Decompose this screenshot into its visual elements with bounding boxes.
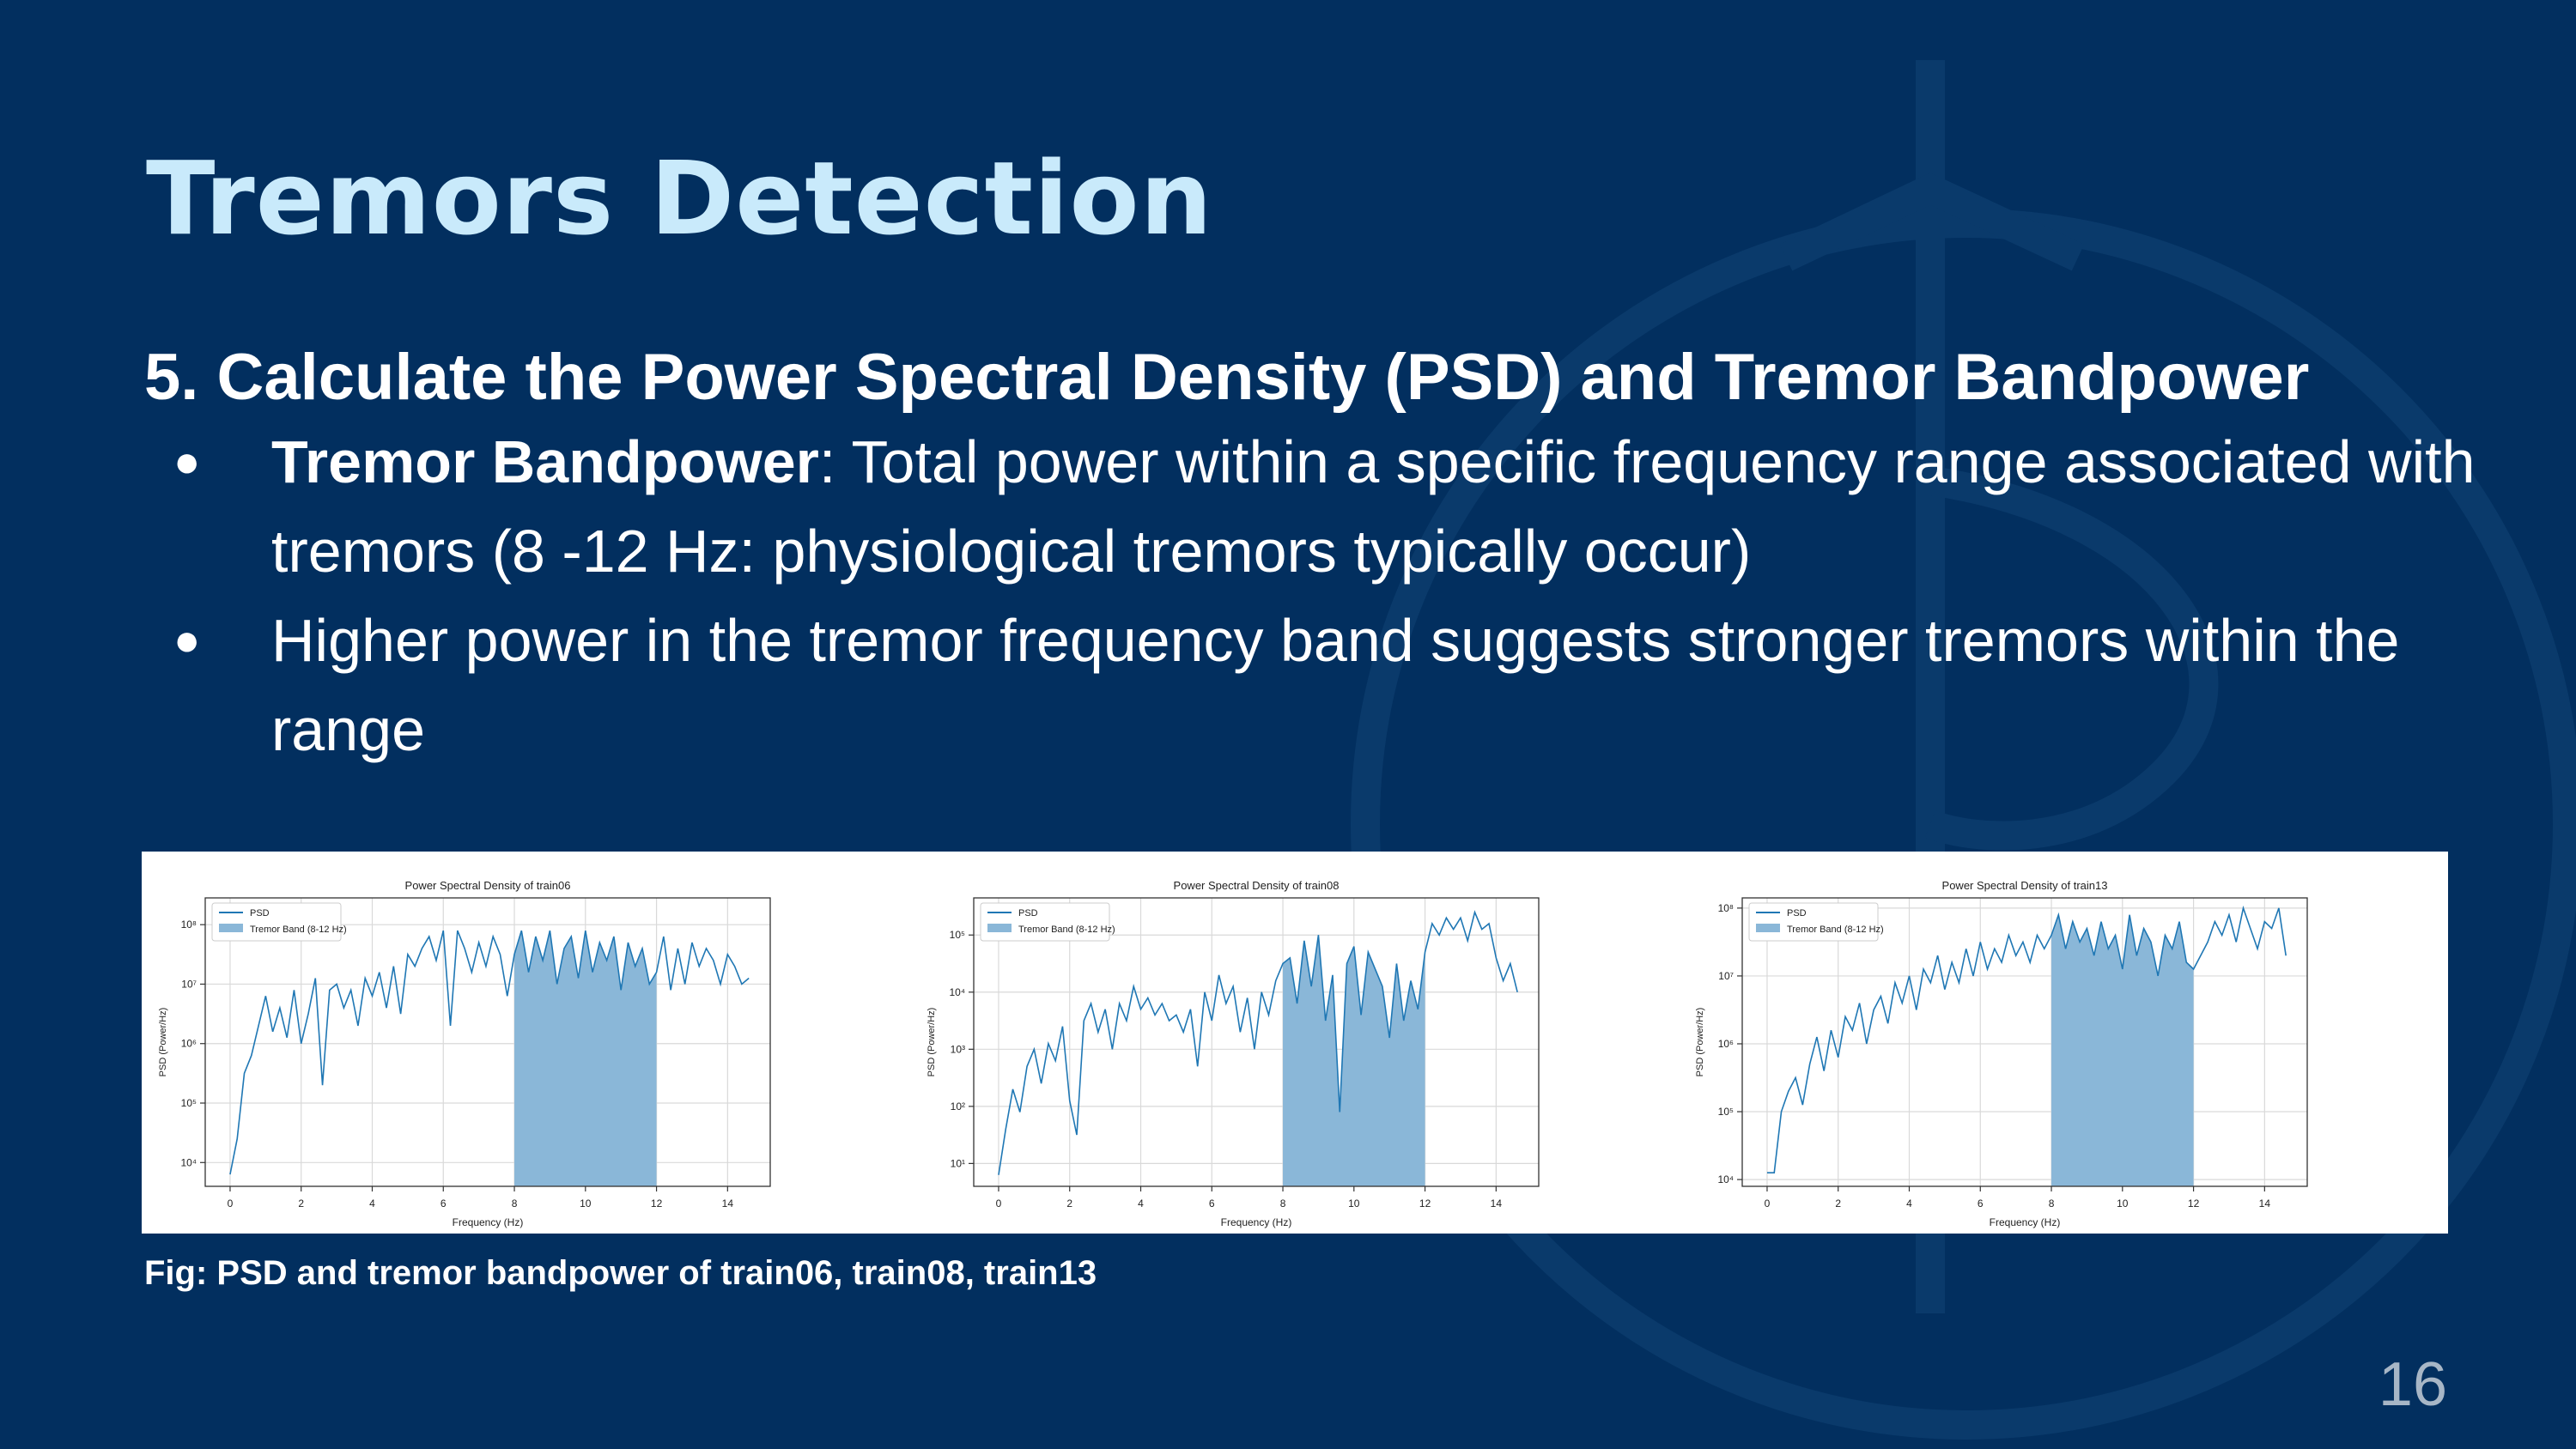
legend-box xyxy=(211,902,342,942)
x-axis-label: Frequency (Hz) xyxy=(1990,1216,2061,1228)
plot-frame xyxy=(204,897,771,1187)
legend-band-swatch xyxy=(987,924,1012,932)
x-tick-label: 8 xyxy=(1280,1197,1286,1210)
x-tick-label: 10 xyxy=(2117,1197,2129,1210)
x-axis-label: Frequency (Hz) xyxy=(453,1216,524,1228)
legend-psd-label: PSD xyxy=(1018,908,1038,919)
x-tick-label: 6 xyxy=(440,1197,447,1210)
chart-title: Power Spectral Density of train13 xyxy=(1942,879,2108,892)
x-tick-label: 14 xyxy=(1491,1197,1503,1210)
y-axis-label: PSD (Power/Hz) xyxy=(158,1008,168,1077)
page-number: 16 xyxy=(2378,1350,2447,1419)
bullet-dot-icon: ● xyxy=(173,437,201,487)
legend-box xyxy=(980,902,1110,942)
bullet-item: ● Higher power in the tremor frequency b… xyxy=(144,596,2480,774)
y-tick-label: 10² xyxy=(951,1100,965,1113)
x-tick-label: 4 xyxy=(1906,1197,1912,1210)
chart-title: Power Spectral Density of train08 xyxy=(1174,879,1340,892)
bullet-text: : Total power within a specific frequenc… xyxy=(271,428,2476,585)
y-tick-label: 10³ xyxy=(951,1043,965,1055)
psd-chart-train06: 0 2 4 6 8 10 12 14 10⁴ 10⁵ 10⁶ 10⁷ 10⁸ Power Spectral… xyxy=(142,852,910,1234)
x-tick-label: 14 xyxy=(2259,1197,2271,1210)
y-tick-label: 10⁵ xyxy=(950,929,965,941)
x-tick-label: 4 xyxy=(1138,1197,1144,1210)
x-tick-label: 0 xyxy=(1765,1197,1771,1210)
legend-band-label: Tremor Band (8-12 Hz) xyxy=(250,925,347,935)
legend-psd-label: PSD xyxy=(250,908,270,919)
plot-frame xyxy=(973,897,1540,1187)
y-tick-label: 10⁴ xyxy=(180,1156,197,1168)
bullet-bold-term: Tremor Bandpower xyxy=(271,428,819,495)
x-tick-label: 6 xyxy=(1209,1197,1215,1210)
y-tick-label: 10⁵ xyxy=(1718,1106,1734,1118)
y-tick-label: 10⁶ xyxy=(1718,1038,1734,1050)
x-tick-label: 6 xyxy=(1978,1197,1984,1210)
figure-caption: Fig: PSD and tremor bandpower of train06… xyxy=(144,1254,1097,1292)
x-tick-label: 8 xyxy=(512,1197,518,1210)
y-tick-label: 10⁴ xyxy=(1717,1173,1734,1185)
x-tick-label: 12 xyxy=(1419,1197,1431,1210)
tremor-band-area xyxy=(2051,914,2194,1186)
bullet-item: ● Tremor Bandpower: Total power within a… xyxy=(144,417,2480,596)
legend-box xyxy=(1748,902,1879,942)
chart-svg: 0 2 4 6 8 10 12 14 10⁴ 10⁵ 10⁶ 10⁷ 10⁸ Power Spectral… xyxy=(158,879,771,1228)
legend-band-swatch xyxy=(219,924,243,932)
x-tick-label: 12 xyxy=(651,1197,663,1210)
chart-legend: PSD Tremor Band (8-12 Hz) xyxy=(1748,902,1884,942)
legend-band-swatch xyxy=(1756,924,1780,932)
tremor-band-area xyxy=(1283,935,1425,1186)
bullet-text: Higher power in the tremor frequency ban… xyxy=(271,607,2400,763)
psd-line xyxy=(1766,905,2287,1173)
bullet-list: ● Tremor Bandpower: Total power within a… xyxy=(144,417,2480,774)
y-axis-label: PSD (Power/Hz) xyxy=(1695,1008,1705,1077)
tremor-band-area xyxy=(514,931,657,1186)
y-tick-label: 10⁶ xyxy=(181,1038,197,1050)
x-tick-label: 14 xyxy=(722,1197,734,1210)
x-axis-label: Frequency (Hz) xyxy=(1221,1216,1292,1228)
slide-title: Tremors Detection xyxy=(146,139,1213,258)
slide-subtitle: 5. Calculate the Power Spectral Density … xyxy=(144,341,2310,414)
y-tick-label: 10⁵ xyxy=(181,1097,197,1109)
y-tick-label: 10⁸ xyxy=(181,919,197,931)
x-tick-label: 12 xyxy=(2188,1197,2200,1210)
y-axis-label: PSD (Power/Hz) xyxy=(927,1008,937,1077)
psd-chart-train08: 0 2 4 6 8 10 12 14 10¹ 10² 10³ 10⁴ 10⁵ Power Spectral… xyxy=(910,852,1679,1234)
chart-legend: PSD Tremor Band (8-12 Hz) xyxy=(980,902,1115,942)
chart-title: Power Spectral Density of train06 xyxy=(405,879,571,892)
plot-frame xyxy=(1741,897,2308,1187)
x-tick-label: 10 xyxy=(580,1197,592,1210)
psd-line xyxy=(229,930,750,1175)
y-tick-label: 10¹ xyxy=(951,1157,965,1169)
x-tick-label: 2 xyxy=(298,1197,304,1210)
x-tick-label: 0 xyxy=(996,1197,1002,1210)
psd-line xyxy=(998,910,1518,1175)
legend-band-label: Tremor Band (8-12 Hz) xyxy=(1018,925,1115,935)
psd-figure: 0 2 4 6 8 10 12 14 10⁴ 10⁵ 10⁶ 10⁷ 10⁸ Power Spectral… xyxy=(142,852,2448,1234)
x-tick-label: 2 xyxy=(1835,1197,1841,1210)
psd-chart-train13: 0 2 4 6 8 10 12 14 10⁴ 10⁵ 10⁶ 10⁷ 10⁸ Power Spectral… xyxy=(1679,852,2447,1234)
x-tick-label: 4 xyxy=(369,1197,375,1210)
x-tick-label: 0 xyxy=(228,1197,234,1210)
y-tick-label: 10⁴ xyxy=(949,986,965,998)
chart-svg: 0 2 4 6 8 10 12 14 10¹ 10² 10³ 10⁴ 10⁵ Power Spectral… xyxy=(927,879,1540,1228)
chart-svg: 0 2 4 6 8 10 12 14 10⁴ 10⁵ 10⁶ 10⁷ 10⁸ Power Spectral… xyxy=(1695,879,2308,1228)
legend-psd-label: PSD xyxy=(1787,908,1807,919)
y-tick-label: 10⁸ xyxy=(1718,902,1734,914)
x-tick-label: 10 xyxy=(1348,1197,1360,1210)
x-tick-label: 2 xyxy=(1066,1197,1072,1210)
bullet-dot-icon: ● xyxy=(173,615,201,665)
chart-legend: PSD Tremor Band (8-12 Hz) xyxy=(211,902,347,942)
x-tick-label: 8 xyxy=(2049,1197,2055,1210)
legend-band-label: Tremor Band (8-12 Hz) xyxy=(1787,925,1884,935)
y-tick-label: 10⁷ xyxy=(1718,970,1734,982)
y-tick-label: 10⁷ xyxy=(181,978,197,990)
